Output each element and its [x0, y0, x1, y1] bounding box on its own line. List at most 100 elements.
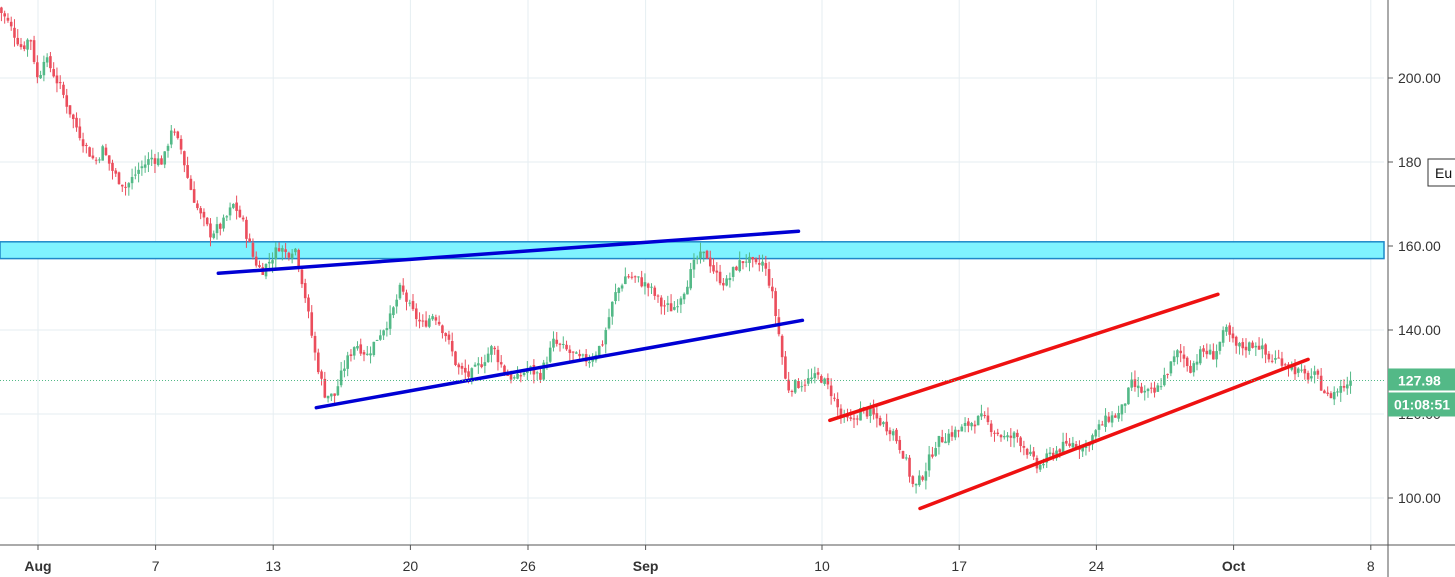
candle-body	[1339, 386, 1343, 393]
candle-body	[859, 407, 862, 421]
candle-body	[1342, 385, 1346, 388]
candle-body	[179, 138, 183, 150]
candle-body	[68, 105, 72, 115]
candle-body	[545, 362, 549, 364]
candle-body	[398, 284, 402, 299]
candle-body	[1123, 403, 1127, 406]
candle-body	[891, 431, 895, 436]
last-price-label: 127.98	[1398, 372, 1441, 388]
candle-body	[575, 352, 578, 354]
candle-body	[1264, 344, 1267, 355]
candle-body	[669, 303, 673, 312]
candle-body	[833, 397, 836, 399]
candle-body	[1002, 436, 1006, 438]
candle-body	[1016, 432, 1019, 437]
candle-body	[708, 257, 712, 267]
candle-body	[852, 418, 856, 420]
candle-body	[718, 271, 722, 284]
candle-body	[1074, 444, 1078, 449]
candle-body	[1104, 415, 1107, 427]
candle-body	[313, 335, 317, 353]
candle-body	[950, 432, 954, 437]
candle-body	[983, 415, 986, 417]
candle-body	[829, 385, 833, 397]
candle-body	[117, 172, 121, 185]
candle-body	[744, 261, 748, 263]
candle-body	[1149, 387, 1153, 389]
candle-body	[767, 269, 771, 286]
candle-body	[414, 308, 418, 320]
candlestick-series	[0, 6, 1352, 494]
candle-body	[294, 248, 297, 253]
candle-body	[591, 359, 594, 362]
candle-body	[169, 130, 173, 145]
x-tick-label: Aug	[24, 558, 51, 574]
candle-body	[58, 82, 62, 84]
candle-body	[1270, 360, 1274, 362]
candle-body	[1136, 385, 1140, 389]
candle-body	[624, 276, 627, 285]
candle-body	[359, 344, 363, 354]
candle-body	[143, 164, 147, 168]
candle-body	[1130, 379, 1133, 388]
candle-body	[725, 278, 728, 286]
candle-body	[19, 44, 23, 48]
candle-body	[673, 307, 676, 310]
candle-body	[705, 250, 709, 259]
candle-body	[333, 393, 336, 396]
candle-body	[36, 62, 39, 78]
candle-body	[800, 386, 804, 388]
candle-body	[509, 373, 513, 380]
candle-body	[183, 151, 186, 166]
candle-body	[764, 263, 768, 269]
y-tick-label: 220.00	[1398, 0, 1441, 2]
candle-body	[1254, 345, 1258, 348]
candle-body	[127, 183, 131, 188]
red-trend-line	[828, 292, 1220, 423]
countdown-badge	[1388, 392, 1455, 417]
candle-body	[0, 7, 3, 14]
candle-body	[1022, 445, 1026, 448]
candle-body	[1208, 349, 1212, 355]
candle-body	[757, 262, 761, 265]
grid	[0, 0, 1384, 545]
candle-body	[107, 155, 111, 164]
candle-body	[1231, 333, 1235, 339]
candle-body	[1195, 361, 1199, 365]
candle-body	[1238, 342, 1241, 347]
candle-body	[3, 13, 6, 17]
candle-body	[934, 448, 937, 456]
legend-box[interactable]: Eu	[1427, 158, 1455, 187]
candle-body	[163, 151, 167, 165]
candle-body	[454, 351, 457, 365]
candle-body	[869, 408, 872, 417]
y-tick-label: 180	[1398, 154, 1422, 170]
candle-body	[473, 364, 477, 367]
candle-body	[483, 362, 487, 366]
candle-body	[699, 251, 702, 259]
candle-body	[663, 305, 666, 307]
candle-body	[120, 184, 124, 187]
candle-body	[460, 365, 464, 369]
candle-body	[248, 238, 251, 242]
candle-body	[388, 313, 392, 329]
candle-body	[895, 429, 898, 442]
candle-body	[45, 57, 49, 63]
candle-body	[558, 343, 562, 345]
candle-body	[173, 131, 176, 133]
candle-body	[738, 260, 741, 272]
candle-body	[1345, 384, 1349, 389]
candle-body	[104, 147, 108, 156]
candle-body	[617, 287, 621, 294]
candle-body	[646, 283, 650, 288]
candle-body	[91, 155, 95, 159]
candle-body	[499, 362, 503, 365]
candle-body	[202, 211, 206, 218]
candle-body	[607, 317, 611, 329]
candle-body	[137, 169, 140, 174]
candle-body	[467, 371, 470, 377]
candle-body	[408, 302, 412, 304]
candle-body	[875, 413, 879, 419]
candle-body	[98, 159, 101, 161]
